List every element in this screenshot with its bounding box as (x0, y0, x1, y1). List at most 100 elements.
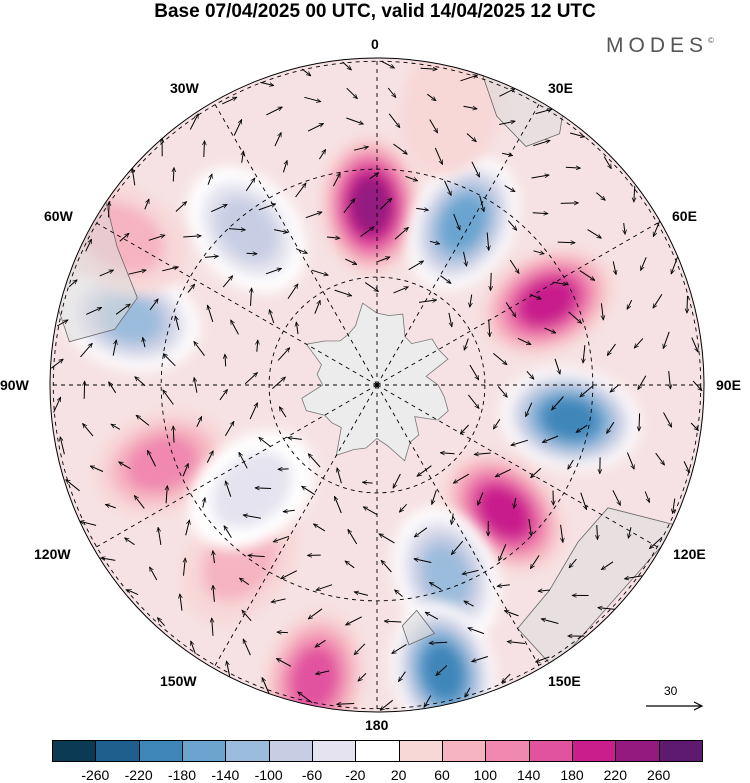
wind-vector (587, 229, 602, 239)
wind-vector (399, 503, 407, 512)
wind-vector (111, 423, 121, 430)
wind-vector (569, 132, 585, 137)
wind-vector (369, 173, 379, 180)
wind-vector (683, 461, 690, 472)
colorbar (52, 740, 703, 762)
wind-vector (314, 524, 326, 532)
wind-vector (259, 437, 272, 447)
wind-vector (271, 598, 286, 602)
wind-vector (504, 611, 519, 617)
wind-vector (603, 156, 611, 169)
anomaly-contour (439, 194, 487, 252)
wind-vector (342, 61, 352, 70)
wind-vector (274, 133, 282, 147)
wind-vector (85, 306, 101, 315)
wind-vector (395, 590, 403, 597)
wind-vector (498, 544, 507, 561)
wind-vector (612, 261, 616, 274)
wind-vector (692, 380, 702, 391)
wind-vector (134, 496, 145, 509)
meridian-line (376, 101, 541, 386)
modes-logo: MODES© (606, 34, 714, 58)
wind-vector (304, 96, 320, 101)
wind-vector (318, 150, 325, 160)
wind-vector (213, 551, 215, 564)
wind-vector (242, 639, 251, 656)
brand-mark: © (708, 36, 714, 45)
wind-vector (625, 575, 643, 579)
wind-vector (451, 540, 464, 554)
wind-vector (532, 213, 548, 214)
lon-label-60w: 60W (44, 208, 73, 224)
wind-vector (206, 451, 214, 463)
wind-vector (468, 394, 479, 409)
wind-vector (221, 96, 237, 105)
wind-vector (542, 435, 559, 442)
wind-vector (531, 467, 542, 478)
wind-vector (261, 678, 270, 694)
wind-vector (460, 75, 478, 82)
wind-vector (583, 345, 585, 363)
wind-vector (393, 143, 407, 154)
wind-vector (528, 519, 532, 536)
colorbar-segment (355, 740, 400, 762)
wind-vector (346, 616, 362, 626)
wind-vector (346, 117, 363, 124)
colorbar-segment (398, 740, 443, 762)
wind-vector (669, 371, 671, 389)
wind-vector (364, 282, 378, 292)
wind-vector (53, 397, 62, 413)
wind-vector (607, 421, 615, 433)
wind-vector (414, 559, 432, 563)
wind-vector (469, 364, 479, 380)
wind-vector (128, 270, 147, 275)
wind-vector (634, 338, 644, 348)
anomaly-contour (215, 196, 278, 263)
wind-vector (489, 319, 490, 337)
wind-vector (240, 578, 250, 586)
meridian-line (93, 384, 378, 549)
wind-vector (501, 153, 513, 155)
wind-vector (149, 567, 158, 581)
wind-vector (429, 642, 448, 643)
wind-vector (451, 513, 453, 525)
wind-vector (273, 229, 288, 233)
wind-vector (222, 276, 233, 288)
wind-vector (363, 482, 373, 483)
wind-vector (143, 337, 145, 348)
wind-vector (273, 535, 290, 542)
wind-vector (83, 424, 94, 437)
wind-vector (80, 343, 93, 358)
colorbar-tick-label: -260 (81, 767, 110, 783)
wind-vector (663, 331, 670, 349)
wind-vector (499, 87, 515, 97)
colorbar-tick-label: -60 (301, 767, 323, 783)
wind-vector (460, 424, 469, 434)
colorbar-tick-label: -100 (254, 767, 283, 783)
wind-vector (464, 338, 469, 351)
wind-vector (436, 665, 448, 676)
wind-vector (225, 354, 226, 367)
wind-vector (353, 147, 368, 151)
wind-vector (283, 510, 295, 511)
wind-vector (416, 208, 428, 210)
wind-vector (354, 592, 369, 596)
wind-vector (427, 93, 436, 101)
wind-vector (384, 621, 402, 622)
wind-vector (544, 327, 555, 334)
wind-vector (691, 337, 699, 352)
wind-vector (463, 251, 467, 266)
wind-vector (444, 180, 452, 196)
wind-vector (60, 437, 65, 455)
wind-vector (497, 585, 510, 586)
wind-vector (601, 561, 614, 570)
wind-vector (196, 417, 203, 428)
wind-vector (393, 287, 409, 294)
wind-vector (568, 459, 574, 469)
wind-vector (334, 289, 352, 296)
wind-vector (243, 515, 261, 519)
wind-vector (624, 223, 625, 234)
wind-vector (242, 610, 252, 622)
wind-vector (429, 119, 438, 133)
anomaly-contour (350, 176, 392, 234)
